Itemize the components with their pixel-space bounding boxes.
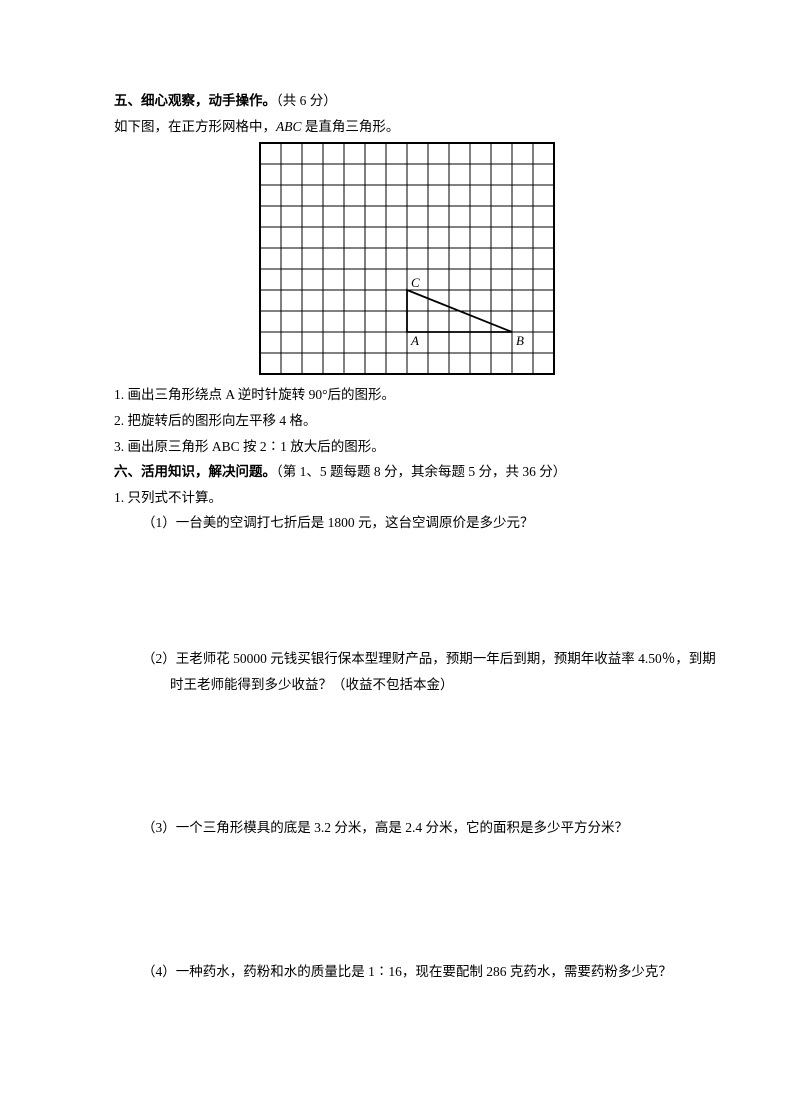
grid-figure: C A B [258, 141, 556, 376]
svg-text:A: A [410, 333, 419, 348]
section5-heading: 五、细心观察，动手操作。 [114, 93, 276, 108]
svg-text:C: C [411, 275, 420, 290]
q1-3: （3）一个三角形模具的底是 3.2 分米，高是 2.4 分米，它的面积是多少平方… [114, 815, 700, 841]
q1-2b: 时王老师能得到多少收益？（收益不包括本金） [114, 672, 700, 698]
section5-intro-pre: 如下图，在正方形网格中， [114, 119, 276, 134]
section5-intro-post: 是直角三角形。 [302, 119, 400, 134]
section5-item-2: 2. 把旋转后的图形向左平移 4 格。 [114, 408, 700, 434]
section5-intro-abc: ABC [276, 119, 302, 134]
q1-head: 1. 只列式不计算。 [114, 485, 700, 511]
section5-item-1: 1. 画出三角形绕点 A 逆时针旋转 90°后的图形。 [114, 382, 700, 408]
section5-item-3: 3. 画出原三角形 ABC 按 2∶1 放大后的图形。 [114, 434, 700, 460]
q1-4: （4）一种药水，药粉和水的质量比是 1∶16，现在要配制 286 克药水，需要药… [114, 959, 700, 985]
section6-heading: 六、活用知识，解决问题。 [114, 464, 276, 479]
q1-1: （1）一台美的空调打七折后是 1800 元，这台空调原价是多少元？ [114, 510, 700, 536]
svg-text:B: B [516, 333, 524, 348]
section6-heading-score: （第 1、5 题每题 8 分，其余每题 5 分，共 36 分） [276, 464, 566, 479]
section5-heading-score: （共 6 分） [276, 93, 337, 108]
q1-2a: （2）王老师花 50000 元钱买银行保本型理财产品，预期一年后到期，预期年收益… [114, 646, 700, 672]
